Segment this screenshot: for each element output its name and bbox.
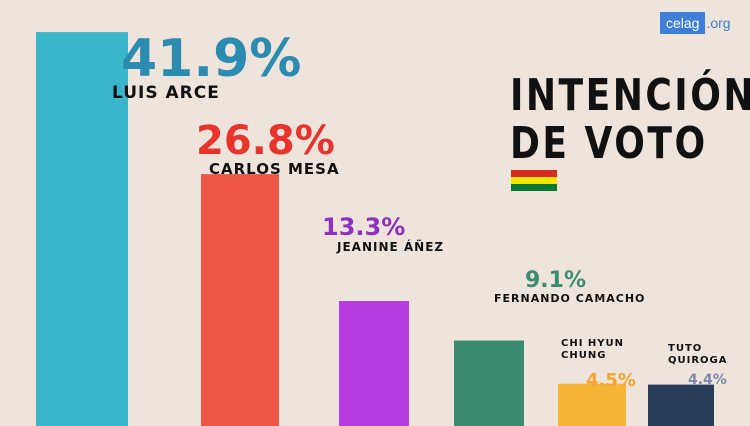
category-label-luis-arce: LUIS ARCE: [112, 83, 220, 103]
bar-jeanine-ez: [339, 301, 409, 426]
title-line-2: DE VOTO: [510, 118, 708, 169]
value-label-tuto-quiroga: 4.4%: [688, 372, 727, 388]
value-label-carlos-mesa: 26.8%: [196, 118, 335, 164]
value-label-chi-hyun-chung: 4.5%: [586, 370, 636, 391]
category-label-tuto-quiroga-line-2: QUIROGA: [668, 355, 728, 366]
category-label-chi-hyun-chung-line-2: CHUNG: [561, 350, 606, 361]
category-label-fernando-camacho: FERNANDO CAMACHO: [494, 292, 645, 305]
bar-chi-hyun-chung: [558, 383, 626, 426]
category-label-carlos-mesa: CARLOS MESA: [209, 160, 340, 178]
logo: celag .org: [660, 12, 731, 34]
flag-stripe-green: [511, 184, 557, 191]
bar-tuto-quiroga: [648, 384, 714, 426]
chart-title: INTENCIÓN DE VOTO: [510, 72, 750, 169]
logo-ext: .org: [706, 15, 731, 31]
logo-box: celag: [660, 12, 706, 34]
flag-stripe-yellow: [511, 177, 557, 184]
bar-fernando-camacho: [454, 340, 524, 426]
flag-stripe-red: [511, 170, 557, 177]
category-label-jeanine-ez: JEANINE ÁÑEZ: [336, 239, 444, 254]
category-label-tuto-quiroga-line-1: TUTO: [668, 343, 702, 354]
category-label-chi-hyun-chung-line-1: CHI HYUN: [561, 338, 624, 349]
bar-luis-arce: [36, 32, 128, 426]
value-label-luis-arce: 41.9%: [121, 29, 301, 89]
bar-carlos-mesa: [201, 174, 279, 426]
value-label-fernando-camacho: 9.1%: [525, 268, 586, 293]
bolivia-flag-icon: [511, 170, 557, 191]
value-label-jeanine-ez: 13.3%: [322, 213, 405, 241]
